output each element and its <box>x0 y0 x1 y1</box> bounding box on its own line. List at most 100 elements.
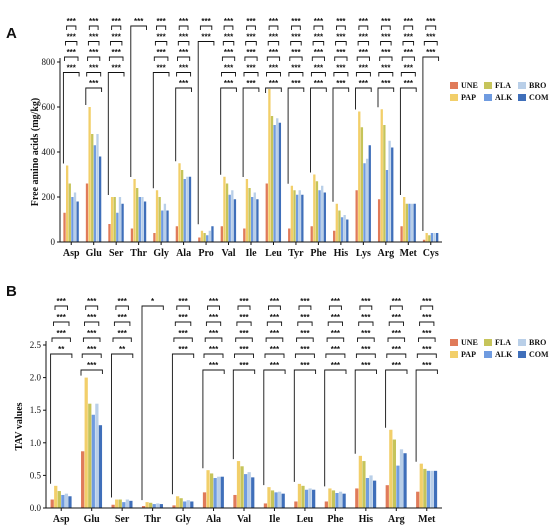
significance-stars: *** <box>426 48 436 57</box>
significance-stars: *** <box>270 313 280 322</box>
significance-stars: *** <box>239 329 249 338</box>
significance-bracket <box>288 72 304 77</box>
significance-stars: *** <box>112 17 122 26</box>
significance-bracket <box>264 353 285 358</box>
bar-alk-glu <box>91 414 95 508</box>
significance-stars: *** <box>239 361 249 370</box>
significance-bracket <box>244 56 258 61</box>
significance-stars: *** <box>246 17 256 26</box>
significance-bracket <box>419 321 435 326</box>
significance-bracket <box>205 321 222 326</box>
significance-stars: *** <box>179 79 189 88</box>
significance-bracket <box>54 305 68 310</box>
significance-stars: *** <box>67 17 77 26</box>
significance-stars: *** <box>404 33 414 42</box>
x-tick-label: Asp <box>63 248 80 259</box>
significance-stars: *** <box>209 313 219 322</box>
legend-swatch-com <box>518 351 526 358</box>
bar-pap-his <box>358 455 362 508</box>
significance-bracket <box>266 72 281 77</box>
bar-une-ala <box>175 226 179 242</box>
legend-label-pap: PAP <box>461 350 476 359</box>
x-tick-label: Tyr <box>288 248 304 259</box>
bar-alk-ser <box>116 212 119 242</box>
bar-pap-leu <box>297 483 302 508</box>
x-tick-label: Val <box>221 248 235 259</box>
x-tick-label: Ile <box>245 248 257 259</box>
legend: UNE PAP FLA ALK BRO COM <box>450 81 549 102</box>
bar-une-asp <box>63 212 66 242</box>
significance-bracket <box>173 337 193 342</box>
significance-bracket <box>312 41 325 46</box>
significance-bracket <box>204 337 223 342</box>
x-tick-label: Gly <box>153 248 169 259</box>
significance-bracket <box>197 41 215 225</box>
significance-stars: *** <box>89 79 99 88</box>
x-tick-label: Asp <box>53 514 70 525</box>
significance-bracket <box>293 369 317 482</box>
significance-bracket <box>268 25 279 30</box>
bar-com-cys <box>436 233 439 242</box>
significance-bracket <box>359 305 373 310</box>
bar-pap-pro <box>200 230 204 242</box>
bar-fla-met <box>405 203 408 242</box>
significance-stars: *** <box>314 17 324 26</box>
significance-stars: *** <box>112 48 122 57</box>
significance-bracket <box>84 321 100 326</box>
bar-fla-his <box>338 210 341 242</box>
y-tick-label: 2.5 <box>30 340 42 350</box>
significance-bracket <box>377 87 395 108</box>
significance-stars: *** <box>359 79 369 88</box>
significance-bracket <box>80 369 103 376</box>
significance-stars: *** <box>331 297 341 306</box>
significance-bracket <box>336 25 346 30</box>
bar-une-phe <box>324 501 328 508</box>
bar-bro-phe <box>321 185 324 242</box>
bar-fla-lys <box>360 127 364 242</box>
bar-com-arg <box>391 147 394 242</box>
bar-alk-leu <box>304 489 309 508</box>
x-tick-label: Glu <box>86 248 103 259</box>
significance-stars: *** <box>239 313 249 322</box>
legend-label-com: COM <box>529 93 549 102</box>
bar-alk-ala <box>183 179 186 242</box>
significance-bracket <box>294 353 315 358</box>
significance-stars: *** <box>239 297 249 306</box>
bar-une-ser <box>111 504 115 508</box>
bar-pap-phe <box>313 174 316 242</box>
significance-stars: *** <box>314 79 324 88</box>
significance-bracket <box>326 337 345 342</box>
significance-bracket <box>202 369 225 469</box>
significance-bracket <box>141 305 164 501</box>
significance-bracket <box>289 56 303 61</box>
significance-stars: *** <box>156 33 166 42</box>
bar-com-ala <box>220 476 224 508</box>
bar-alk-phe <box>335 493 339 508</box>
significance-stars: *** <box>57 297 67 306</box>
bar-une-leu <box>265 183 268 242</box>
bar-une-met <box>400 226 403 242</box>
bar-pap-met <box>403 197 406 242</box>
significance-bracket <box>246 25 256 30</box>
significance-stars: *** <box>87 345 97 354</box>
significance-bracket <box>113 321 131 326</box>
significance-bracket <box>333 72 349 77</box>
significance-bracket <box>388 321 404 326</box>
significance-bracket <box>85 87 103 105</box>
significance-bracket <box>325 353 346 358</box>
significance-bracket <box>232 369 256 460</box>
bar-com-val <box>233 199 237 242</box>
significance-stars: *** <box>361 297 371 306</box>
significance-bracket <box>403 25 414 30</box>
bar-bro-gly <box>163 203 167 242</box>
legend-swatch-alk <box>484 94 492 101</box>
significance-stars: ** <box>58 345 65 354</box>
significance-stars: *** <box>156 48 166 57</box>
bar-alk-leu <box>273 125 276 242</box>
bar-alk-ser <box>122 502 126 508</box>
significance-bracket <box>88 25 99 30</box>
bar-une-ile <box>263 503 268 508</box>
bar-bro-his <box>343 215 346 242</box>
significance-stars: *** <box>331 361 341 370</box>
significance-stars: *** <box>336 64 346 73</box>
